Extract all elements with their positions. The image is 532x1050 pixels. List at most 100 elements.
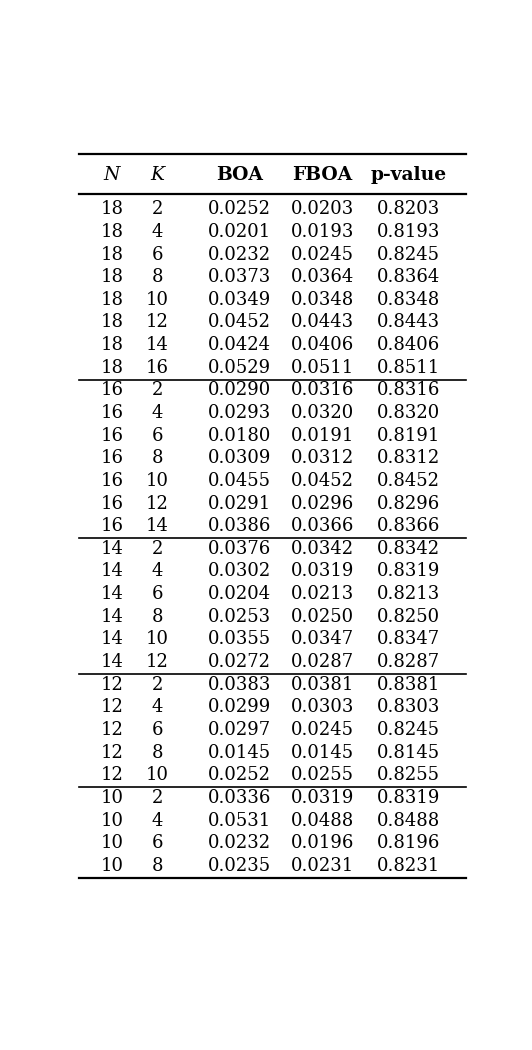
Text: 0.0349: 0.0349 [208,291,271,309]
Text: 0.0145: 0.0145 [208,743,271,761]
Text: 18: 18 [101,291,123,309]
Text: 0.0232: 0.0232 [208,834,271,853]
Text: 0.8296: 0.8296 [377,495,440,512]
Text: 0.0245: 0.0245 [290,246,354,264]
Text: 18: 18 [101,314,123,332]
Text: 0.0319: 0.0319 [290,563,354,581]
Text: 0.0455: 0.0455 [208,471,271,490]
Text: 14: 14 [146,336,169,354]
Text: 0.8319: 0.8319 [377,789,440,806]
Text: 0.0366: 0.0366 [290,518,354,536]
Text: 0.0193: 0.0193 [290,223,354,240]
Text: 0.8193: 0.8193 [377,223,440,240]
Text: 0.8511: 0.8511 [377,359,440,377]
Text: 16: 16 [101,449,123,467]
Text: 0.0452: 0.0452 [290,471,354,490]
Text: 0.8348: 0.8348 [377,291,440,309]
Text: 18: 18 [101,223,123,240]
Text: 0.8250: 0.8250 [377,608,440,626]
Text: 10: 10 [101,789,123,806]
Text: 16: 16 [101,518,123,536]
Text: 18: 18 [101,359,123,377]
Text: 14: 14 [101,585,123,603]
Text: 0.8364: 0.8364 [377,268,440,287]
Text: 14: 14 [101,540,123,558]
Text: 0.8488: 0.8488 [377,812,440,830]
Text: 0.0364: 0.0364 [290,268,354,287]
Text: 0.8406: 0.8406 [377,336,440,354]
Text: 0.0203: 0.0203 [290,201,354,218]
Text: 16: 16 [101,471,123,490]
Text: 0.0245: 0.0245 [290,721,354,739]
Text: 0.0287: 0.0287 [290,653,354,671]
Text: 6: 6 [152,834,163,853]
Text: 0.0309: 0.0309 [208,449,271,467]
Text: 12: 12 [146,495,169,512]
Text: 0.0511: 0.0511 [290,359,354,377]
Text: 12: 12 [101,675,123,694]
Text: 0.0443: 0.0443 [290,314,354,332]
Text: 8: 8 [152,608,163,626]
Text: 0.0250: 0.0250 [290,608,354,626]
Text: 0.0312: 0.0312 [290,449,354,467]
Text: 0.0531: 0.0531 [208,812,271,830]
Text: 0.0299: 0.0299 [208,698,271,716]
Text: 0.0373: 0.0373 [208,268,271,287]
Text: K: K [150,166,164,184]
Text: 2: 2 [152,675,163,694]
Text: N: N [104,166,120,184]
Text: 0.0297: 0.0297 [208,721,271,739]
Text: 16: 16 [101,495,123,512]
Text: 0.0204: 0.0204 [208,585,271,603]
Text: 14: 14 [146,518,169,536]
Text: 16: 16 [101,426,123,444]
Text: 0.8303: 0.8303 [377,698,440,716]
Text: 0.0302: 0.0302 [208,563,271,581]
Text: 0.8245: 0.8245 [377,246,440,264]
Text: 0.8312: 0.8312 [377,449,440,467]
Text: 8: 8 [152,857,163,875]
Text: 0.0355: 0.0355 [208,630,271,649]
Text: 0.8320: 0.8320 [377,404,440,422]
Text: 0.0424: 0.0424 [208,336,271,354]
Text: 18: 18 [101,201,123,218]
Text: 0.8145: 0.8145 [377,743,440,761]
Text: 0.0180: 0.0180 [208,426,271,444]
Text: 0.8366: 0.8366 [377,518,440,536]
Text: 0.0406: 0.0406 [290,336,354,354]
Text: 0.0201: 0.0201 [208,223,271,240]
Text: 0.0336: 0.0336 [208,789,271,806]
Text: 0.0383: 0.0383 [208,675,271,694]
Text: 14: 14 [101,608,123,626]
Text: 10: 10 [101,857,123,875]
Text: 0.8203: 0.8203 [377,201,440,218]
Text: 0.0272: 0.0272 [208,653,271,671]
Text: 6: 6 [152,585,163,603]
Text: 0.0316: 0.0316 [290,381,354,399]
Text: 16: 16 [101,381,123,399]
Text: 12: 12 [101,698,123,716]
Text: 12: 12 [146,653,169,671]
Text: 0.8319: 0.8319 [377,563,440,581]
Text: 0.0252: 0.0252 [208,201,271,218]
Text: 0.0145: 0.0145 [290,743,354,761]
Text: 10: 10 [146,291,169,309]
Text: 0.0348: 0.0348 [290,291,354,309]
Text: 12: 12 [101,721,123,739]
Text: 0.8213: 0.8213 [377,585,440,603]
Text: 16: 16 [146,359,169,377]
Text: 0.0319: 0.0319 [290,789,354,806]
Text: 0.8245: 0.8245 [377,721,440,739]
Text: 0.0291: 0.0291 [208,495,271,512]
Text: FBOA: FBOA [292,166,352,184]
Text: 0.8287: 0.8287 [377,653,440,671]
Text: 0.8196: 0.8196 [377,834,440,853]
Text: 0.0320: 0.0320 [290,404,354,422]
Text: 2: 2 [152,201,163,218]
Text: 0.0381: 0.0381 [290,675,354,694]
Text: 8: 8 [152,449,163,467]
Text: 12: 12 [101,743,123,761]
Text: 12: 12 [146,314,169,332]
Text: 0.0255: 0.0255 [290,766,354,784]
Text: 0.0529: 0.0529 [208,359,271,377]
